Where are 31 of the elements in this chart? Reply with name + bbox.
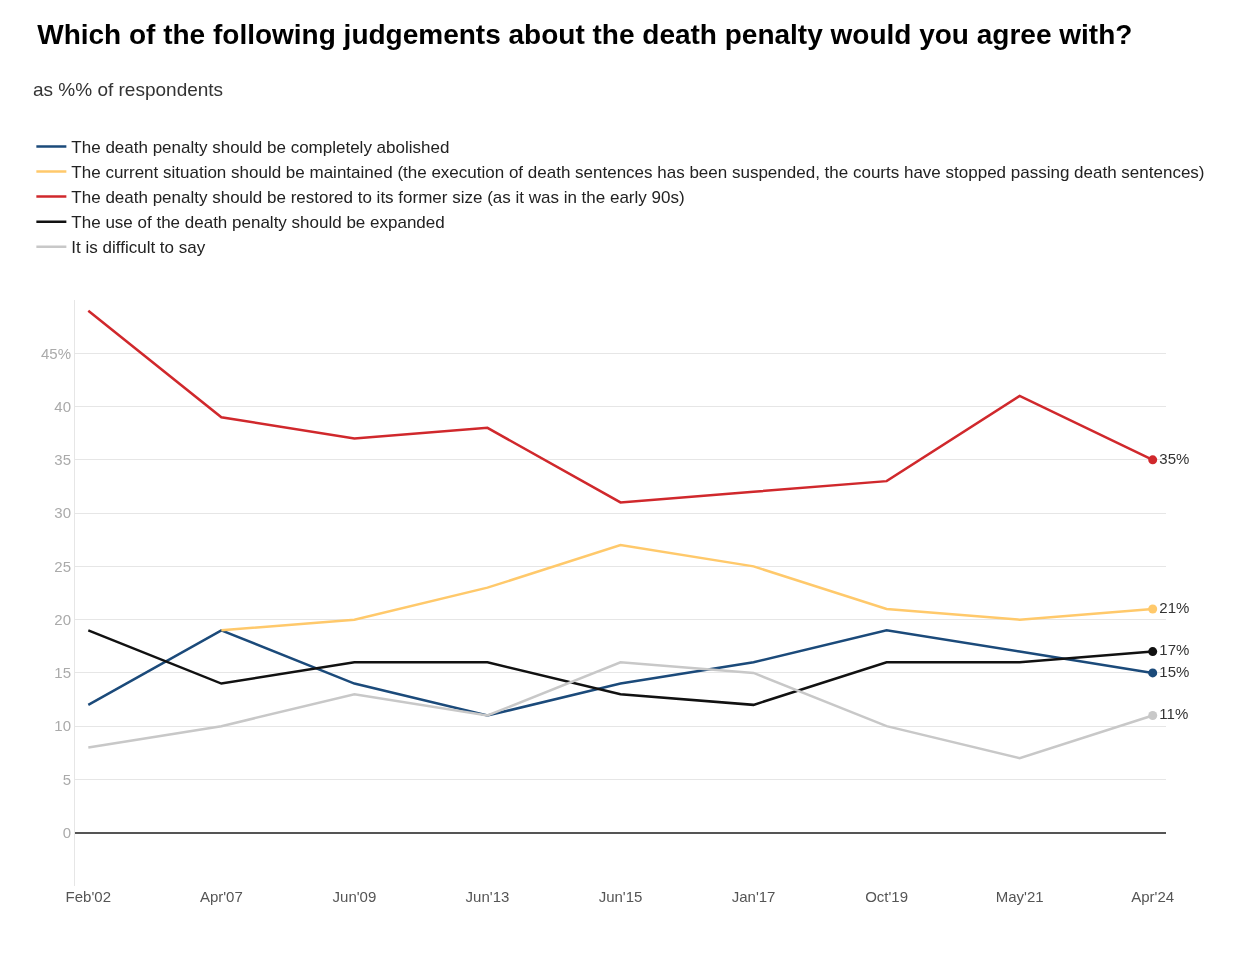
y-tick-label: 15 bbox=[54, 664, 71, 682]
x-tick-label: Apr'07 bbox=[199, 888, 243, 905]
x-tick-label: Oct'19 bbox=[865, 888, 909, 905]
x-tick-label: Jun'15 bbox=[598, 888, 643, 905]
x-tick-label: Apr'24 bbox=[1131, 888, 1175, 905]
legend-label: The death penalty should be completely abolished bbox=[71, 138, 450, 158]
x-tick-label: Jun'13 bbox=[465, 888, 510, 905]
legend-label: It is difficult to say bbox=[71, 238, 206, 258]
data-label: 11% bbox=[1159, 705, 1189, 723]
legend-label: The death penalty should be restored to its former size (as it was in the early 90s) bbox=[71, 188, 685, 208]
legend-label: The use of the death penalty should be expanded bbox=[71, 213, 445, 233]
y-tick-label: 20 bbox=[54, 610, 71, 628]
y-tick-label: 30 bbox=[54, 504, 71, 522]
y-tick-label: 5 bbox=[62, 770, 71, 788]
y-tick-label: 40 bbox=[54, 397, 71, 415]
data-label: 21% bbox=[1159, 598, 1190, 616]
x-tick-label: Jun'09 bbox=[332, 888, 377, 905]
y-tick-label: 25 bbox=[54, 557, 71, 575]
x-tick-label: Feb'02 bbox=[65, 888, 111, 905]
data-label: 35% bbox=[1159, 449, 1190, 467]
legend-label: The current situation should be maintained (the execution of death sentences has been suspended, the courts have stopped passing death sentences) bbox=[71, 163, 1205, 183]
x-tick-label: Jan'17 bbox=[731, 888, 776, 905]
y-tick-label: 0 bbox=[62, 823, 71, 841]
y-tick-label: 45% bbox=[40, 344, 71, 362]
data-label: 15% bbox=[1159, 662, 1190, 680]
y-tick-label: 35 bbox=[54, 451, 71, 469]
x-tick-label: May'21 bbox=[995, 888, 1044, 905]
y-tick-label: 10 bbox=[54, 717, 71, 735]
data-label: 17% bbox=[1159, 641, 1190, 659]
chart-subtitle: as %% of respondents bbox=[33, 79, 224, 100]
chart-title: Which of the following judgements about the death penalty would you agree with? bbox=[37, 19, 1133, 50]
